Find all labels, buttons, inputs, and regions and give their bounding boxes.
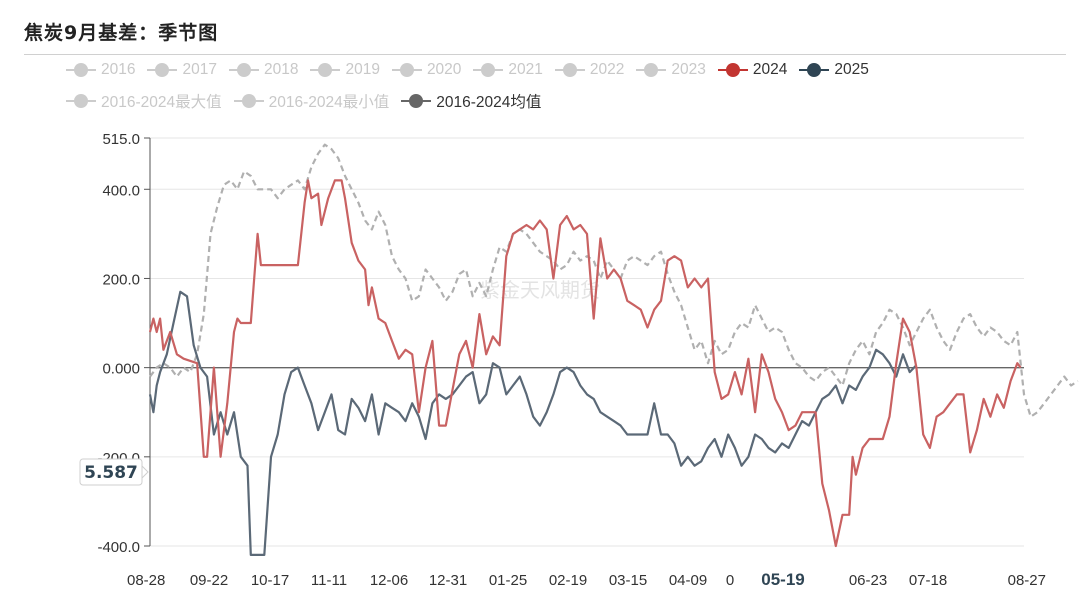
- y-tick-label: 515.0: [102, 131, 140, 148]
- y-tick-label: 200.0: [102, 271, 140, 288]
- series-line-2025: [148, 290, 918, 557]
- legend-label: 2022: [589, 61, 625, 78]
- watermark: 紫金天风期货: [480, 278, 600, 302]
- legend-label: 2016-2024最小值: [268, 94, 390, 111]
- legend-item-r1-3[interactable]: 2019: [310, 61, 380, 79]
- legend-item-r2-0[interactable]: 2016-2024最大值: [66, 90, 222, 112]
- legend-item-r1-2[interactable]: 2018: [228, 61, 299, 79]
- series-lines: [148, 143, 1079, 557]
- series-line-2024: [148, 179, 1022, 548]
- legend-marker-icon: [636, 63, 667, 77]
- legend-label: 2023: [671, 61, 706, 78]
- legend-label: 2018: [263, 61, 299, 78]
- legend-marker-icon: [66, 63, 96, 77]
- y-tick-label: 0.000: [102, 361, 140, 378]
- legend-item-r2-1[interactable]: 2016-2024最小值: [233, 90, 390, 112]
- legend-item-r1-5[interactable]: 2021: [473, 61, 543, 79]
- y-tick-label: 400.0: [102, 182, 140, 199]
- series-line-2016-2024均值: [149, 143, 1079, 418]
- legend-item-r1-9[interactable]: 2025: [799, 61, 869, 79]
- x-tick-label: 05-19: [761, 570, 804, 589]
- legend-item-r1-8[interactable]: 2024: [717, 61, 788, 79]
- legend-label: 2025: [834, 61, 869, 78]
- chart-title: 焦炭9月基差：季节图: [24, 22, 219, 44]
- legend-label: 2016-2024均值: [436, 94, 542, 111]
- gridlines: [150, 137, 1024, 547]
- x-tick-label: 07-18: [909, 572, 947, 589]
- legend-marker-icon: [66, 94, 96, 108]
- legend-marker-icon: [147, 63, 178, 77]
- pointer-arrow-icon: [141, 464, 149, 480]
- x-tick-label: 01-25: [489, 572, 527, 589]
- x-tick-label: 08-27: [1008, 572, 1046, 589]
- legend-marker-icon: [391, 63, 422, 77]
- legend-item-r1-1[interactable]: 2017: [147, 61, 217, 79]
- legend-label: 2024: [752, 61, 788, 78]
- x-tick-label: 09-22: [190, 572, 228, 589]
- x-tick-label: 11-11: [311, 572, 347, 589]
- legend-item-r1-6[interactable]: 2022: [554, 61, 625, 79]
- y-tick-label: -400.0: [97, 539, 140, 556]
- x-tick-label: 10-17: [251, 572, 289, 589]
- legend-item-r1-0[interactable]: 2016: [66, 61, 135, 79]
- legend-marker-icon: [310, 63, 341, 77]
- x-tick-label: 06-23: [849, 572, 887, 589]
- legend-item-r2-2[interactable]: 2016-2024均值: [401, 90, 541, 112]
- legend-label: 2016: [101, 61, 136, 78]
- x-tick-label: 08-28: [127, 572, 165, 589]
- x-tick-label: 0: [726, 572, 734, 589]
- x-tick-label: 04-09: [669, 572, 707, 589]
- legend-marker-icon: [799, 63, 830, 77]
- x-tick-label: 12-31: [429, 572, 467, 589]
- x-axis: 08-28 09-22 10-17 11-11 12-06 12-31 01-25 02-19…: [127, 570, 1046, 589]
- legend-marker-icon: [473, 63, 504, 77]
- legend-label: 2021: [508, 61, 543, 78]
- legend-label: 2020: [426, 61, 462, 78]
- legend-label: 2017: [182, 61, 217, 78]
- legend-item-r1-7[interactable]: 2023: [636, 61, 706, 79]
- legend-label: 2019: [345, 61, 380, 78]
- legend-row-1: 2016 2017 2018 2019 2020 2021 2022 2023 2024 2025: [66, 60, 881, 80]
- legend-item-r1-4[interactable]: 2020: [391, 61, 462, 79]
- legend-marker-icon: [554, 63, 585, 77]
- legend-row-2: 2016-2024最大值 2016-2024最小值 2016-2024均值: [66, 91, 553, 111]
- legend-marker-icon: [228, 63, 259, 77]
- axis-pointer[interactable]: 5.587: [79, 458, 149, 486]
- legend-label: 2016-2024最大值: [101, 94, 222, 111]
- x-tick-label: 12-06: [370, 572, 408, 589]
- x-tick-label: 03-15: [609, 572, 647, 589]
- legend-marker-icon: [717, 63, 748, 77]
- x-tick-label: 02-19: [549, 572, 587, 589]
- legend-marker-icon: [233, 94, 264, 108]
- pointer-value: 5.587: [84, 463, 138, 483]
- legend-marker-icon: [401, 94, 432, 108]
- title-divider: [24, 54, 1066, 55]
